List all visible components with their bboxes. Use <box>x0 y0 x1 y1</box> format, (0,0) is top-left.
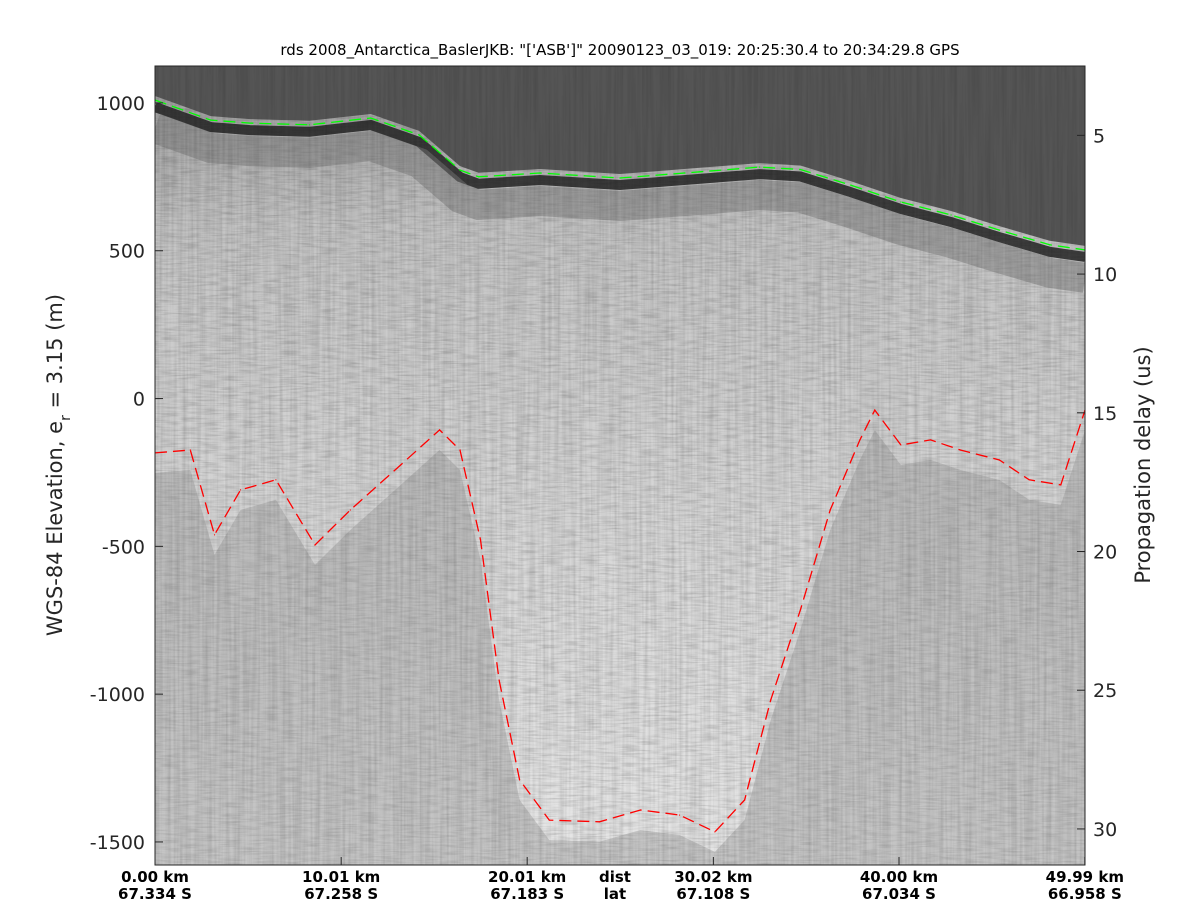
chart-title: rds 2008_Antarctica_BaslerJKB: "['ASB']"… <box>280 41 959 60</box>
bed-point <box>399 464 402 466</box>
surface-point <box>799 168 802 171</box>
echogram-image <box>155 66 1085 865</box>
x-tick-lat-label: 67.183 S <box>490 885 564 900</box>
plot-frame <box>154 65 1086 866</box>
bed-point <box>930 439 932 441</box>
bed-point <box>479 539 482 541</box>
bed-point <box>714 831 716 833</box>
y2-tick-label: 15 <box>1093 403 1117 425</box>
surface-point <box>478 176 480 178</box>
x-tick-lat-label: 67.334 S <box>118 885 192 900</box>
bed-point <box>548 819 550 821</box>
surface-point <box>998 229 1001 231</box>
y-tick-label: -500 <box>102 536 145 558</box>
x-tick-lat-label: 66.958 S <box>1048 885 1122 900</box>
y2-tick-label: 30 <box>1093 819 1117 841</box>
bed-point <box>998 459 1001 461</box>
surface-point <box>850 184 852 186</box>
x-tick-dist-label: 20.01 km <box>488 868 566 886</box>
bed-point <box>598 821 601 823</box>
x-tick-dist-label: 30.02 km <box>674 868 752 886</box>
bed-point <box>639 809 642 811</box>
bed-point <box>498 679 500 681</box>
surface-point <box>249 122 251 124</box>
bed-point <box>770 699 772 701</box>
x-row-label-lat: lat <box>604 885 626 900</box>
y-tick-label: -1500 <box>90 832 145 854</box>
x-row-label-dist: dist <box>599 868 631 886</box>
y-tick-label: -1000 <box>90 684 145 706</box>
surface-point <box>459 169 461 171</box>
bed-point <box>678 814 681 816</box>
bed-point <box>314 544 316 546</box>
surface-point <box>210 119 212 121</box>
bed-point <box>459 449 461 451</box>
bed-point <box>744 799 746 801</box>
x-tick-dist-label: 40.00 km <box>860 868 938 886</box>
surface-point <box>418 134 420 136</box>
x-tick-lat-label: 67.034 S <box>862 885 936 900</box>
bed-point <box>213 534 216 536</box>
bed-point <box>1028 479 1030 481</box>
surface-point <box>539 172 541 174</box>
bed-point <box>518 779 521 781</box>
bed-point <box>239 489 242 491</box>
surface-point <box>1049 244 1051 246</box>
y-axis-label: WGS-84 Elevation, er = 3.15 (m) <box>43 294 74 636</box>
y2-tick-label: 25 <box>1093 680 1117 702</box>
x-tick-lat-label: 67.108 S <box>676 885 750 900</box>
surface-point <box>950 214 952 216</box>
bed-point <box>900 444 902 446</box>
bed-point <box>189 449 191 451</box>
surface-point <box>699 171 701 173</box>
bed-series <box>155 408 1085 833</box>
bed-point <box>349 509 351 511</box>
y2-tick-label: 5 <box>1093 125 1105 147</box>
bed-point <box>1060 484 1062 486</box>
y2-axis-label: Propagation delay (us) <box>1131 346 1155 583</box>
surface-point <box>758 166 761 168</box>
x-tick-dist-label: 0.00 km <box>121 868 189 886</box>
y2-tick-label: 20 <box>1093 542 1117 564</box>
y-tick-label: 500 <box>109 241 145 263</box>
bed-point <box>959 449 961 451</box>
bed-point <box>829 509 831 511</box>
surface-point <box>308 124 310 126</box>
x-tick-lat-label: 67.258 S <box>304 885 378 900</box>
surface-point <box>900 201 902 203</box>
x-tick-dist-label: 10.01 km <box>302 868 380 886</box>
y-tick-label: 0 <box>133 389 145 411</box>
y2-tick-label: 10 <box>1093 264 1117 286</box>
y-tick-label: 1000 <box>97 93 145 115</box>
surface-point <box>370 117 372 119</box>
bed-point <box>275 479 277 481</box>
x-tick-dist-label: 49.99 km <box>1046 868 1124 886</box>
bed-point <box>859 439 861 441</box>
surface-point <box>619 177 621 179</box>
bed-point <box>799 609 802 611</box>
bed-point <box>874 409 876 411</box>
bed-point <box>438 429 441 431</box>
